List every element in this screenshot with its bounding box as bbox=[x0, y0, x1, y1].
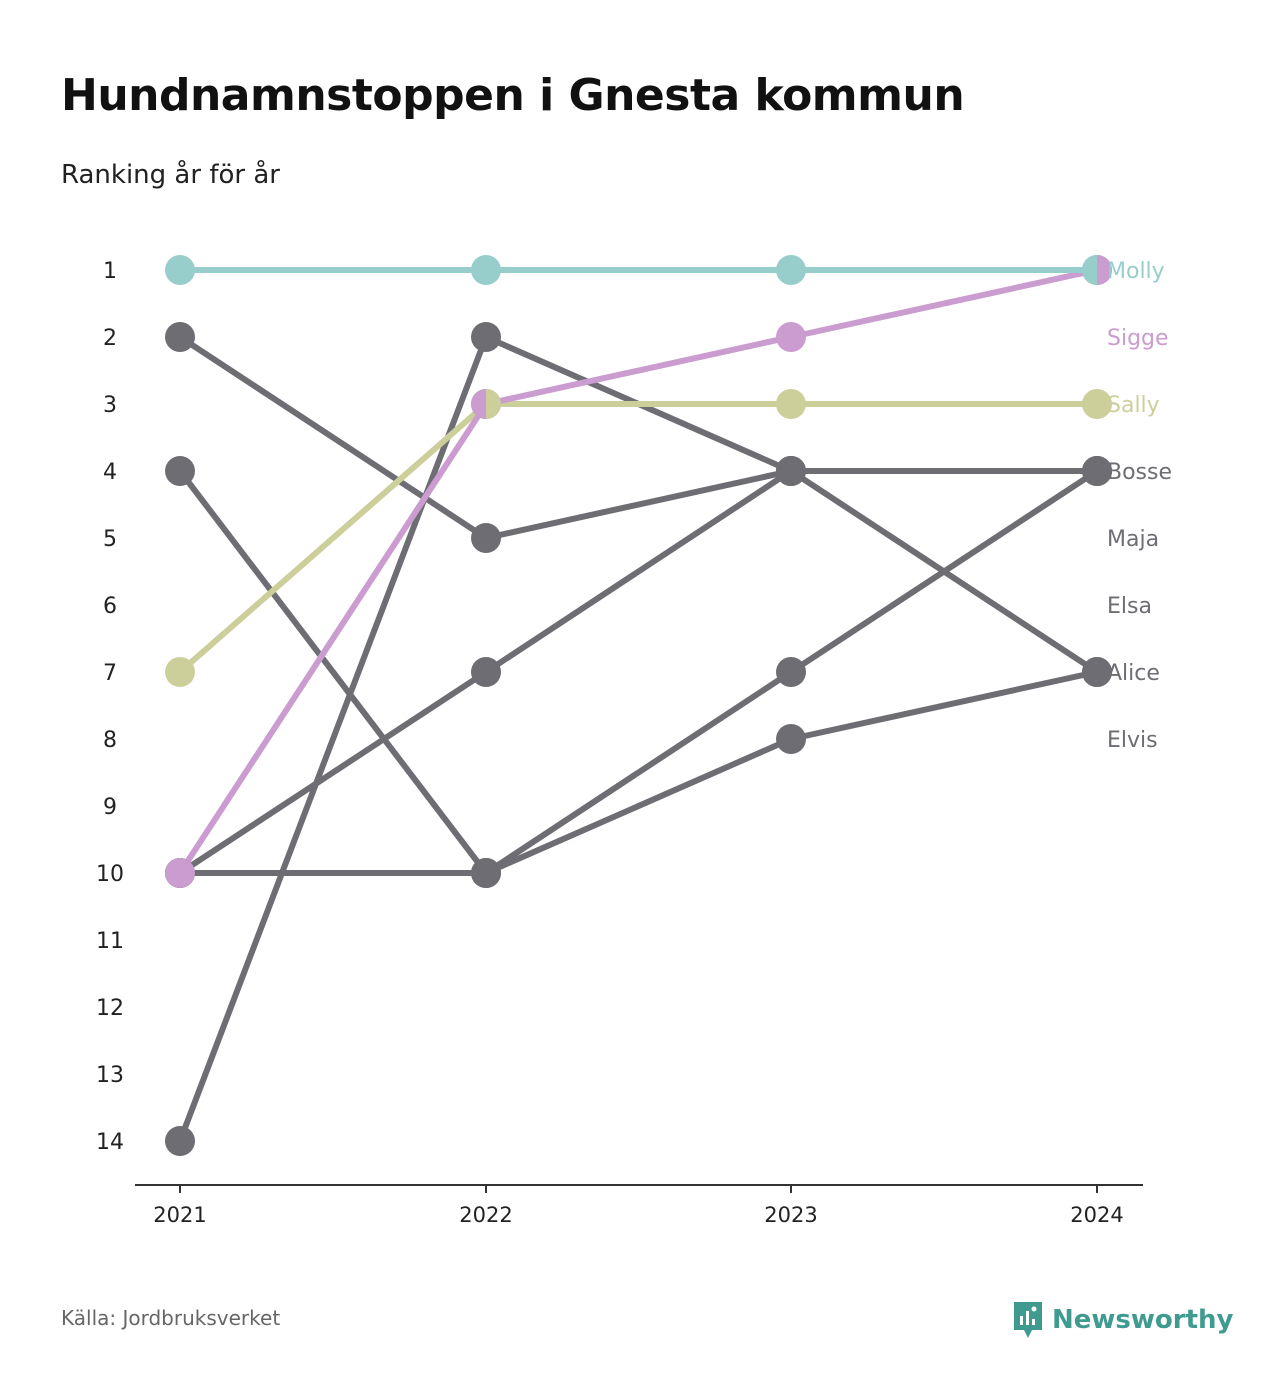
y-tick-label: 11 bbox=[96, 929, 124, 954]
end-label-maja: Maja bbox=[1107, 527, 1159, 552]
point-alice bbox=[1082, 456, 1112, 486]
point-sally bbox=[165, 657, 195, 687]
x-axis-ticks: 2021 2022 2023 2024 bbox=[153, 1185, 1124, 1227]
split-point-2024-rank1-left bbox=[1082, 255, 1097, 285]
series-end-labels: Molly Sigge Sally Bosse Maja Elsa Alice Elvis bbox=[1107, 259, 1172, 753]
point-bosse bbox=[165, 322, 195, 352]
y-tick-label: 7 bbox=[103, 661, 117, 686]
end-label-elvis: Elvis bbox=[1107, 728, 1158, 753]
series-line-sigge bbox=[177, 267, 1100, 876]
series-line-maja bbox=[177, 468, 1100, 876]
split-point-2022-rank3-left bbox=[471, 389, 486, 419]
x-tick-label: 2022 bbox=[459, 1203, 512, 1227]
x-tick-label: 2023 bbox=[764, 1203, 817, 1227]
y-tick-label: 9 bbox=[103, 795, 117, 820]
point-sally bbox=[776, 389, 806, 419]
point-maja bbox=[471, 657, 501, 687]
point-molly bbox=[471, 255, 501, 285]
series-points bbox=[165, 255, 1112, 1156]
point-sally bbox=[1082, 389, 1112, 419]
point-elvis bbox=[471, 858, 501, 888]
series-line-alice bbox=[177, 468, 1100, 876]
point-sigge bbox=[165, 858, 195, 888]
end-label-molly: Molly bbox=[1107, 259, 1165, 284]
point-elvis bbox=[165, 456, 195, 486]
y-tick-label: 10 bbox=[96, 862, 124, 887]
y-tick-label: 2 bbox=[103, 326, 117, 351]
newsworthy-logo: Newsworthy bbox=[1012, 1300, 1233, 1340]
newsworthy-logo-text: Newsworthy bbox=[1052, 1305, 1234, 1335]
point-elsa bbox=[776, 456, 806, 486]
point-elsa bbox=[471, 322, 501, 352]
y-tick-label: 12 bbox=[96, 996, 124, 1021]
series-line-bosse bbox=[177, 334, 1100, 541]
point-alice bbox=[776, 657, 806, 687]
chart-subtitle: Ranking år för år bbox=[61, 160, 280, 190]
y-tick-label: 8 bbox=[103, 728, 117, 753]
y-tick-label: 3 bbox=[103, 393, 117, 418]
chart-title: Hundnamnstoppen i Gnesta kommun bbox=[61, 70, 965, 121]
point-elsa bbox=[165, 1126, 195, 1156]
end-label-sigge: Sigge bbox=[1107, 326, 1169, 351]
series-line-elvis bbox=[177, 468, 1100, 876]
split-point-2022-rank3-right bbox=[486, 389, 501, 419]
point-elvis bbox=[1082, 657, 1112, 687]
end-label-sally: Sally bbox=[1107, 393, 1160, 418]
point-molly bbox=[165, 255, 195, 285]
series-line-elsa bbox=[177, 334, 1100, 1144]
end-label-elsa: Elsa bbox=[1107, 594, 1152, 619]
series-line-sally bbox=[177, 401, 1100, 675]
split-point-2024-rank1-right bbox=[1097, 255, 1112, 285]
end-label-alice: Alice bbox=[1107, 661, 1160, 686]
x-tick-label: 2024 bbox=[1070, 1203, 1123, 1227]
series-lines bbox=[177, 267, 1100, 1144]
end-label-bosse: Bosse bbox=[1107, 460, 1172, 485]
source-note: Källa: Jordbruksverket bbox=[61, 1306, 281, 1330]
x-tick-label: 2021 bbox=[153, 1203, 206, 1227]
point-molly bbox=[776, 255, 806, 285]
y-tick-label: 13 bbox=[96, 1063, 124, 1088]
y-tick-label: 4 bbox=[103, 460, 117, 485]
point-bosse bbox=[471, 523, 501, 553]
y-tick-label: 6 bbox=[103, 594, 117, 619]
point-sigge bbox=[776, 322, 806, 352]
y-tick-label: 1 bbox=[103, 259, 117, 284]
point-elvis bbox=[776, 724, 806, 754]
y-tick-label: 14 bbox=[96, 1130, 124, 1155]
y-tick-label: 5 bbox=[103, 527, 117, 552]
newsworthy-logo-icon bbox=[1014, 1302, 1042, 1338]
